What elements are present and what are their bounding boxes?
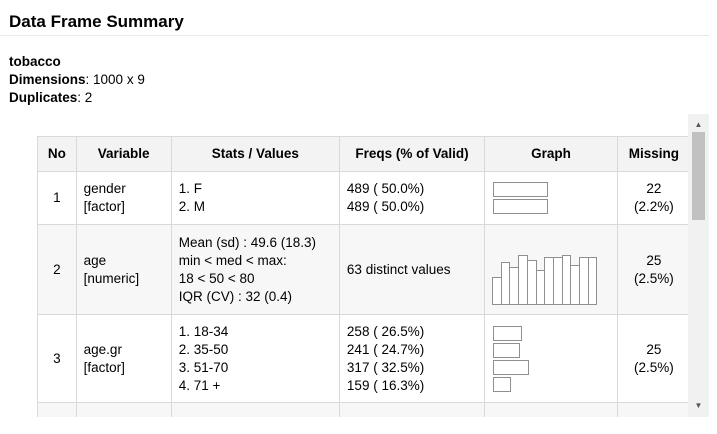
variable-type: [factor] bbox=[83, 199, 125, 214]
freq-bar bbox=[493, 325, 523, 341]
stats-cell: 1. 18-34 2. 35-50 3. 51-70 4. 71 + bbox=[170, 314, 340, 403]
freq-line: 317 ( 32.5%) bbox=[346, 359, 425, 375]
graph-cell bbox=[484, 224, 618, 315]
arrow-up-icon[interactable]: ▲ bbox=[694, 120, 703, 129]
arrow-down-icon[interactable]: ▼ bbox=[694, 401, 703, 410]
stats-line: 2. M bbox=[178, 199, 205, 214]
dimensions-line: Dimensions: 1000 x 9 bbox=[9, 72, 145, 87]
missing-cell: 25 (2.5%) bbox=[616, 314, 692, 403]
dataset-meta: tobacco Dimensions: 1000 x 9 Duplicates:… bbox=[9, 53, 145, 107]
stats-cell: Mean (sd) : 49.6 (18.3) min < med < max:… bbox=[170, 224, 340, 315]
freq-line: 258 ( 26.5%) bbox=[346, 323, 425, 339]
variable-cell: age.gr [factor] bbox=[75, 314, 172, 403]
freqs-cell: 63 distinct values bbox=[338, 224, 486, 315]
stats-line: 18 < 50 < 80 bbox=[178, 270, 255, 286]
freq-line: 489 ( 50.0%) bbox=[346, 199, 425, 214]
variable-name: gender bbox=[83, 181, 126, 196]
stats-line: IQR (CV) : 32 (0.4) bbox=[178, 288, 292, 304]
variable-cell: age [numeric] bbox=[75, 224, 172, 315]
freq-line: 489 ( 50.0%) bbox=[346, 181, 425, 196]
stats-line: Mean (sd) : 49.6 (18.3) bbox=[178, 234, 317, 250]
summary-table: No Variable Stats / Values Freqs (% of V… bbox=[37, 136, 692, 417]
variable-name: age.gr bbox=[83, 341, 122, 357]
duplicates-line: Duplicates: 2 bbox=[9, 90, 93, 105]
stats-cell bbox=[170, 402, 340, 417]
freq-bar bbox=[493, 376, 512, 392]
stats-line: 2. 35-50 bbox=[178, 341, 229, 357]
variable-cell bbox=[75, 402, 172, 417]
missing-count: 25 bbox=[646, 341, 662, 357]
freqs-cell: 489 ( 50.0%) 489 ( 50.0%) bbox=[338, 171, 486, 225]
graph-cell bbox=[484, 402, 618, 417]
freq-line: 241 ( 24.7%) bbox=[346, 341, 425, 357]
row-number: 2 bbox=[37, 224, 77, 315]
table-row: 1 gender [factor] 1. F 2. M 489 ( 50.0%)… bbox=[37, 171, 692, 225]
histogram-bin bbox=[587, 256, 598, 305]
freq-bar bbox=[493, 199, 549, 214]
freqs-cell bbox=[338, 402, 486, 417]
missing-percent: (2.5%) bbox=[634, 270, 674, 286]
freqs-cell: 258 ( 26.5%) 241 ( 24.7%) 317 ( 32.5%) 1… bbox=[338, 314, 486, 403]
histogram bbox=[492, 235, 598, 305]
stats-line: 1. 18-34 bbox=[178, 323, 229, 339]
stats-cell: 1. F 2. M bbox=[170, 171, 340, 225]
missing-cell bbox=[616, 402, 692, 417]
variable-type: [numeric] bbox=[83, 270, 140, 286]
stats-line: 3. 51-70 bbox=[178, 359, 229, 375]
missing-count: 25 bbox=[646, 252, 662, 268]
variable-name: age bbox=[83, 252, 107, 268]
table-row bbox=[37, 402, 692, 417]
table-row: 2 age [numeric] Mean (sd) : 49.6 (18.3) … bbox=[37, 224, 692, 315]
missing-cell: 25 (2.5%) bbox=[616, 224, 692, 315]
col-header-no: No bbox=[37, 136, 77, 172]
stats-line: 1. F bbox=[178, 181, 202, 196]
page-title: Data Frame Summary bbox=[9, 12, 184, 31]
row-number: 1 bbox=[37, 171, 77, 225]
row-number bbox=[37, 402, 77, 417]
col-header-freqs: Freqs (% of Valid) bbox=[338, 136, 486, 172]
graph-cell bbox=[484, 171, 618, 225]
col-header-variable: Variable bbox=[75, 136, 172, 172]
row-number: 3 bbox=[37, 314, 77, 403]
table-header-row: No Variable Stats / Values Freqs (% of V… bbox=[37, 136, 692, 172]
vertical-scrollbar[interactable]: ▲ ▼ bbox=[688, 114, 709, 417]
col-header-missing: Missing bbox=[616, 136, 692, 172]
variable-type: [factor] bbox=[83, 359, 125, 375]
title-divider bbox=[0, 35, 709, 36]
col-header-graph: Graph bbox=[484, 136, 618, 172]
table-row: 3 age.gr [factor] 1. 18-34 2. 35-50 3. 5… bbox=[37, 314, 692, 403]
freq-bar bbox=[493, 342, 521, 358]
freq-bar bbox=[493, 182, 549, 197]
missing-percent: (2.5%) bbox=[634, 359, 674, 375]
scrollbar-thumb[interactable] bbox=[692, 132, 705, 220]
freq-line: 159 ( 16.3%) bbox=[346, 377, 425, 393]
stats-line: 4. 71 + bbox=[178, 377, 221, 393]
variable-cell: gender [factor] bbox=[75, 171, 172, 225]
summary-scroll-pane[interactable]: No Variable Stats / Values Freqs (% of V… bbox=[0, 114, 709, 417]
col-header-stats: Stats / Values bbox=[170, 136, 340, 172]
graph-cell bbox=[484, 314, 618, 403]
missing-percent: (2.2%) bbox=[634, 199, 674, 214]
missing-count: 22 bbox=[646, 181, 662, 196]
dataset-name: tobacco bbox=[9, 54, 61, 69]
freq-bar bbox=[493, 359, 530, 375]
stats-line: min < med < max: bbox=[178, 252, 287, 268]
missing-cell: 22 (2.2%) bbox=[616, 171, 692, 225]
freq-line: 63 distinct values bbox=[346, 261, 451, 277]
